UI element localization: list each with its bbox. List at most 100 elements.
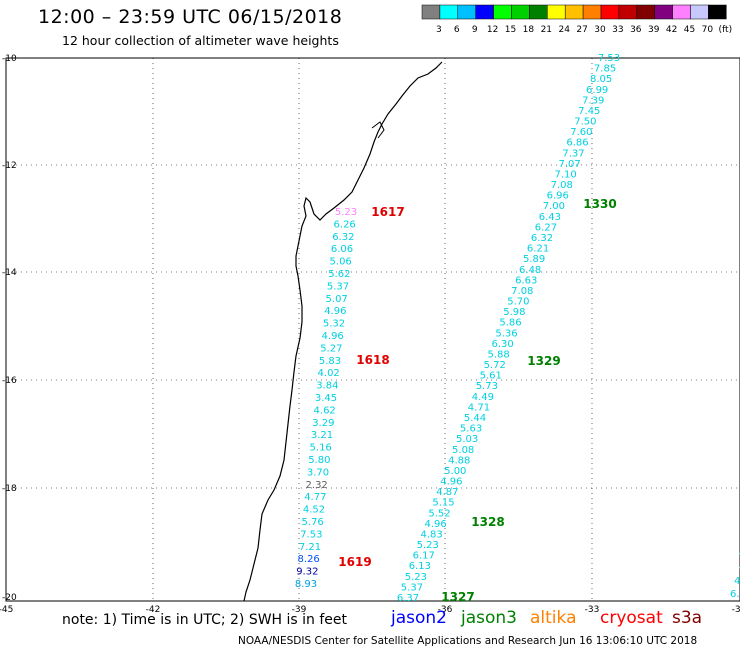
wave-height-label: 7.60 [570,127,592,138]
pass-time-label: 1328 [471,515,504,529]
colorbar-label: 36 [630,25,642,35]
wave-height-label: 7.21 [299,542,321,553]
colorbar-swatch [421,4,441,20]
wave-height-label: 6.86 [566,138,588,149]
wave-height-label: 4.77 [304,492,326,503]
lat-tick-label: -10 [2,54,17,64]
wave-height-label: 4. [734,576,740,587]
wave-height-label: 6.5 [730,589,740,600]
coastline [243,61,443,602]
colorbar-swatch [547,4,566,20]
wave-height-label: 5.76 [302,517,324,528]
wave-height-label: 8.93 [295,579,317,590]
satellite-tracks: 5.236.266.326.065.065.625.375.074.965.32… [295,53,740,604]
wave-height-label: 3.29 [312,418,334,429]
wave-height-label: 4.49 [472,392,494,403]
colorbar-swatch [457,4,476,20]
wave-height-label: 5.98 [503,307,525,318]
colorbar-swatch [529,4,548,20]
colorbar-swatch [654,4,673,20]
wave-height-label: 7.39 [582,95,604,106]
wave-height-label: 6.48 [519,265,541,276]
pass-time-label: 1327 [441,590,474,604]
wave-height-label: 5.36 [495,328,517,339]
wave-height-label: 5.23 [405,572,427,583]
wave-height-label: 5.37 [401,582,423,593]
colorbar-label: 24 [558,25,570,35]
wave-height-label: 6.06 [331,244,353,255]
wave-height-label: 5.72 [484,360,506,371]
wave-height-label: 4.52 [303,505,325,516]
wave-height-label: 3.70 [307,467,329,478]
wave-height-label: 5.88 [488,349,510,360]
wave-height-label: 7.50 [574,117,596,128]
pass-time-label: 1617 [371,205,404,219]
colorbar-swatch [564,4,584,20]
wave-height-label: 5.37 [327,281,349,292]
colorbar-label: 12 [487,25,498,35]
lon-tick-label: -42 [146,605,161,615]
wave-height-label: 6.37 [397,593,419,604]
lon-tick-label: -45 [0,605,13,615]
wave-height-label: 8.05 [590,74,612,85]
wave-height-label: 2.32 [306,480,328,491]
colorbar-label: 3 [436,25,442,35]
wave-height-label: 5.73 [476,381,498,392]
colorbar-label: 6 [454,25,460,35]
lat-tick-label: -18 [2,484,17,494]
wave-height-label: 5.70 [507,297,529,308]
colorbar-label: 27 [576,25,587,35]
wave-height-label: 4.83 [421,529,443,540]
colorbar-swatch [439,4,459,20]
colorbar-swatch [618,4,638,20]
map-subtitle: 12 hour collection of altimeter wave hei… [62,33,339,48]
wave-height-label: 6.99 [586,85,608,96]
wave-height-label: 7.00 [543,201,565,212]
wave-height-label: 7.08 [551,180,573,191]
wave-height-label: 4.02 [318,368,340,379]
wave-height-label: 7.53 [300,529,322,540]
wave-height-label: 4.71 [468,402,490,413]
wave-height-label: 5.44 [464,413,486,424]
wave-height-label: 4.88 [448,455,470,466]
wave-height-label: 5.89 [523,254,545,265]
colorbar-label: 70 [702,25,714,35]
pass-time-label: 1329 [527,354,560,368]
legend-s3a: s3a [672,608,703,628]
wave-height-label: 4.96 [322,331,344,342]
colorbar-swatch [475,4,494,20]
wave-height-label: 3.21 [311,430,333,441]
colorbar-swatch [493,4,512,20]
colorbar-swatch [708,4,727,20]
wave-height-label: 5.32 [323,319,345,330]
lon-tick-label: -33 [585,605,600,615]
wave-height-label: 3.84 [316,381,338,392]
wave-height-label: 5.15 [432,498,454,509]
wave-height-label: 7.08 [511,286,533,297]
wave-height-label: 5.03 [456,434,478,445]
pass-time-label: 1618 [356,353,389,367]
coastline-inlet [371,121,385,139]
footer-credit: NOAA/NESDIS Center for Satellite Applica… [238,635,698,647]
wave-height-label: 8.26 [298,554,320,565]
wave-height-label: 5.62 [328,269,350,280]
wave-height-label: 7.53 [598,53,620,64]
wave-height-label: 6.63 [515,275,537,286]
colorbar-label: 15 [505,25,516,35]
lon-tick-label: -39 [292,605,307,615]
wave-height-label: 6.30 [491,339,513,350]
colorbar-label: 45 [684,25,695,35]
wave-height-label: 4.96 [324,306,346,317]
colorbar-label: 39 [648,25,660,35]
wave-height-label: 7.85 [594,64,616,75]
wave-height-label: 6.32 [531,233,553,244]
wave-height-label: 6.17 [413,551,435,562]
wave-height-label: 5.16 [310,443,332,454]
wave-height-label: 5.06 [330,257,352,268]
colorbar-swatch [511,4,530,20]
colorbar-label: 33 [612,25,623,35]
legend-altika: altika [530,608,577,628]
graticule: -45 -42 -39 -36 -33 -30 -10 -12 -14 -16 -18 -20 [0,54,740,615]
lon-tick-label: -36 [438,605,453,615]
